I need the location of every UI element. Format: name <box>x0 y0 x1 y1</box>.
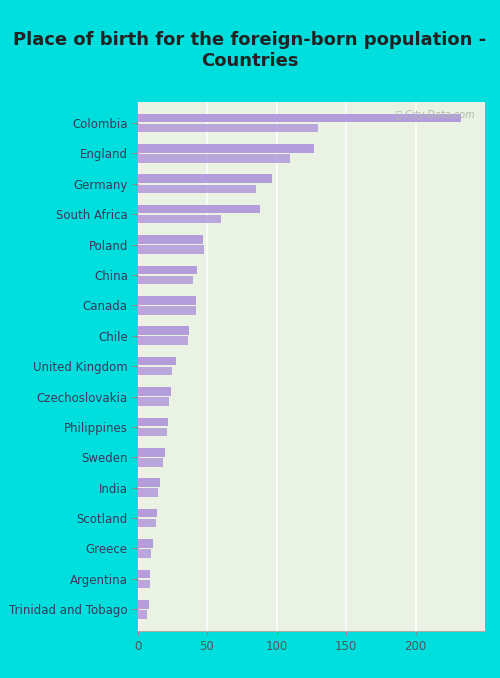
Bar <box>138 539 153 548</box>
Bar <box>138 508 157 517</box>
Bar <box>138 479 160 487</box>
Bar <box>138 357 176 365</box>
Bar <box>138 245 204 254</box>
Bar <box>138 296 196 304</box>
Bar <box>138 123 318 132</box>
Text: Place of birth for the foreign-born population -
Countries: Place of birth for the foreign-born popu… <box>14 31 486 71</box>
Bar <box>138 174 272 183</box>
Bar <box>138 367 172 376</box>
Bar <box>138 184 256 193</box>
Bar <box>138 336 188 345</box>
Bar <box>138 114 462 122</box>
Bar <box>138 144 314 153</box>
Bar <box>138 235 203 244</box>
Bar <box>138 458 162 466</box>
Bar <box>138 428 166 436</box>
Bar <box>138 326 189 335</box>
Bar <box>138 600 148 609</box>
Bar <box>138 519 156 527</box>
Bar <box>138 205 260 214</box>
Bar <box>138 154 290 163</box>
Bar <box>138 488 158 497</box>
Bar <box>138 306 196 315</box>
Bar <box>138 549 151 558</box>
Bar <box>138 570 150 578</box>
Bar <box>138 276 193 284</box>
Text: ⓘ City-Data.com: ⓘ City-Data.com <box>396 110 474 119</box>
Bar <box>138 387 171 396</box>
Bar <box>138 266 198 274</box>
Bar <box>138 610 147 618</box>
Bar <box>138 215 221 224</box>
Bar <box>138 397 170 405</box>
Bar <box>138 580 150 588</box>
Bar <box>138 418 168 426</box>
Bar <box>138 448 166 456</box>
